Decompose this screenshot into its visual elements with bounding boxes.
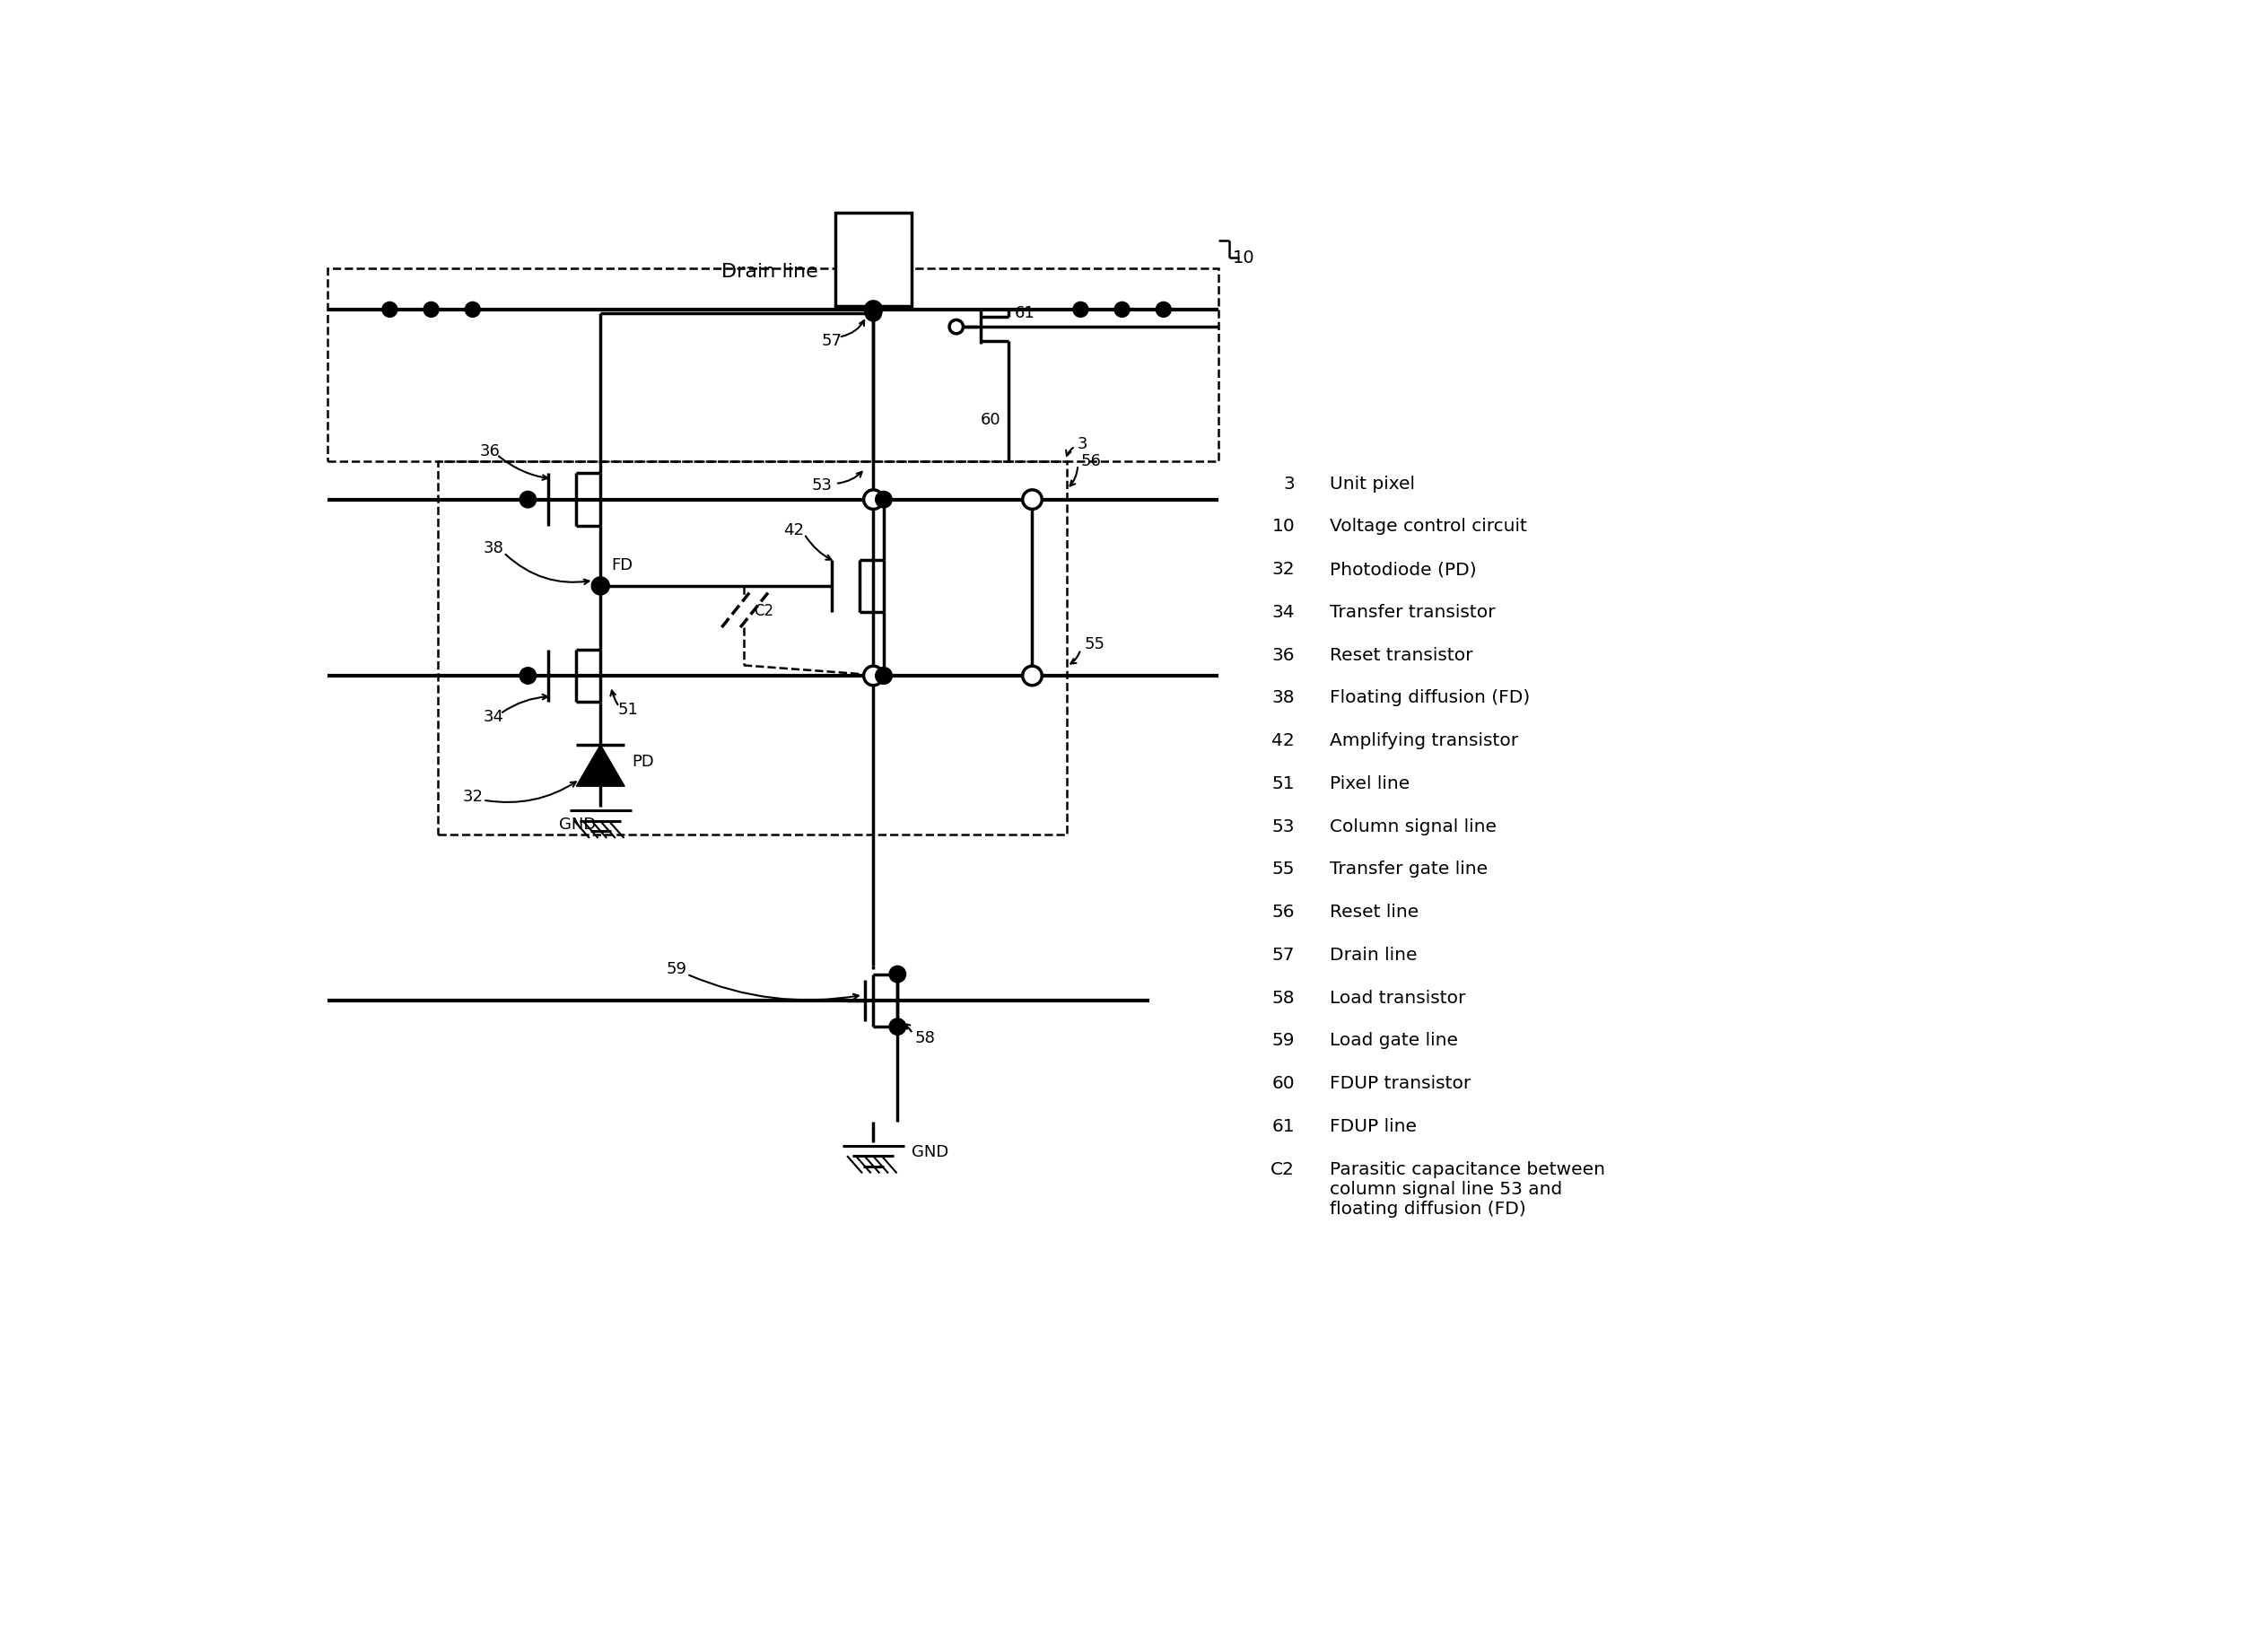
- Text: 57: 57: [1272, 947, 1295, 963]
- Text: Voltage control circuit: Voltage control circuit: [1328, 519, 1526, 535]
- Circle shape: [1023, 666, 1041, 686]
- Text: 32: 32: [1272, 562, 1295, 578]
- Text: Transfer transistor: Transfer transistor: [1328, 605, 1495, 621]
- Bar: [438, 461, 1066, 834]
- Text: 56: 56: [1272, 904, 1295, 920]
- Circle shape: [521, 667, 536, 684]
- Text: C2: C2: [754, 603, 774, 620]
- Text: 59: 59: [1272, 1032, 1295, 1049]
- Circle shape: [864, 301, 882, 319]
- Text: 55: 55: [1272, 861, 1295, 877]
- Circle shape: [889, 966, 907, 983]
- Text: 61: 61: [1272, 1118, 1295, 1135]
- Circle shape: [424, 302, 440, 317]
- Text: Parasitic capacitance between
column signal line 53 and
floating diffusion (FD): Parasitic capacitance between column sig…: [1328, 1161, 1604, 1218]
- Circle shape: [1156, 302, 1171, 317]
- Circle shape: [889, 1018, 907, 1036]
- Circle shape: [592, 577, 610, 595]
- Text: Pixel line: Pixel line: [1328, 775, 1409, 793]
- Text: FDUP line: FDUP line: [1328, 1118, 1416, 1135]
- Text: 59: 59: [666, 961, 687, 978]
- Text: 36: 36: [1272, 646, 1295, 664]
- Text: 3: 3: [1077, 436, 1088, 453]
- Circle shape: [875, 667, 893, 684]
- Text: Column signal line: Column signal line: [1328, 818, 1497, 834]
- Text: 60: 60: [1272, 1075, 1295, 1092]
- Circle shape: [1115, 302, 1129, 317]
- Circle shape: [875, 667, 893, 684]
- Circle shape: [465, 302, 480, 317]
- Text: 10: 10: [1272, 519, 1295, 535]
- Text: Reset transistor: Reset transistor: [1328, 646, 1472, 664]
- Bar: [328, 268, 1218, 461]
- Text: 58: 58: [1272, 990, 1295, 1006]
- Text: Drain line: Drain line: [1328, 947, 1416, 963]
- Text: Load gate line: Load gate line: [1328, 1032, 1459, 1049]
- Circle shape: [949, 320, 963, 334]
- Text: 36: 36: [480, 443, 500, 459]
- Text: 60: 60: [981, 411, 1001, 428]
- Text: 38: 38: [1272, 689, 1295, 707]
- Circle shape: [381, 302, 397, 317]
- Text: GND: GND: [911, 1145, 949, 1160]
- Text: 32: 32: [462, 788, 482, 805]
- Text: 10: 10: [1232, 249, 1254, 266]
- Circle shape: [521, 491, 536, 507]
- Circle shape: [1023, 491, 1041, 509]
- Text: Load transistor: Load transistor: [1328, 990, 1465, 1006]
- Text: 51: 51: [617, 702, 637, 719]
- Text: GND: GND: [559, 816, 597, 833]
- Polygon shape: [577, 745, 624, 786]
- Text: 34: 34: [1272, 605, 1295, 621]
- Text: 42: 42: [1272, 732, 1295, 750]
- Text: C2: C2: [1270, 1161, 1295, 1178]
- Text: 53: 53: [812, 477, 833, 494]
- Text: 57: 57: [821, 332, 842, 349]
- Text: 56: 56: [1082, 453, 1102, 469]
- Circle shape: [875, 491, 893, 507]
- Text: FDUP transistor: FDUP transistor: [1328, 1075, 1470, 1092]
- Text: Transfer gate line: Transfer gate line: [1328, 861, 1488, 877]
- Text: Unit pixel: Unit pixel: [1328, 476, 1414, 492]
- Text: 53: 53: [1272, 818, 1295, 834]
- Bar: [835, 213, 911, 306]
- Text: Drain line: Drain line: [720, 263, 819, 281]
- Text: 55: 55: [1084, 636, 1104, 653]
- Text: 42: 42: [783, 522, 803, 539]
- Text: 51: 51: [1272, 775, 1295, 793]
- Text: FD: FD: [610, 557, 633, 573]
- Text: 34: 34: [482, 709, 503, 725]
- Circle shape: [866, 304, 882, 320]
- Text: Amplifying transistor: Amplifying transistor: [1328, 732, 1517, 750]
- Text: Photodiode (PD): Photodiode (PD): [1328, 562, 1477, 578]
- Circle shape: [1073, 302, 1088, 317]
- Text: 3: 3: [1284, 476, 1295, 492]
- Text: PD: PD: [631, 753, 653, 770]
- Text: 38: 38: [482, 540, 503, 557]
- Circle shape: [864, 666, 884, 686]
- Text: 61: 61: [1014, 306, 1034, 320]
- Text: Column
signal
line: Column signal line: [848, 233, 900, 278]
- Text: 58: 58: [916, 1031, 936, 1046]
- Text: Floating diffusion (FD): Floating diffusion (FD): [1328, 689, 1530, 707]
- Circle shape: [864, 491, 884, 509]
- Text: Reset line: Reset line: [1328, 904, 1418, 920]
